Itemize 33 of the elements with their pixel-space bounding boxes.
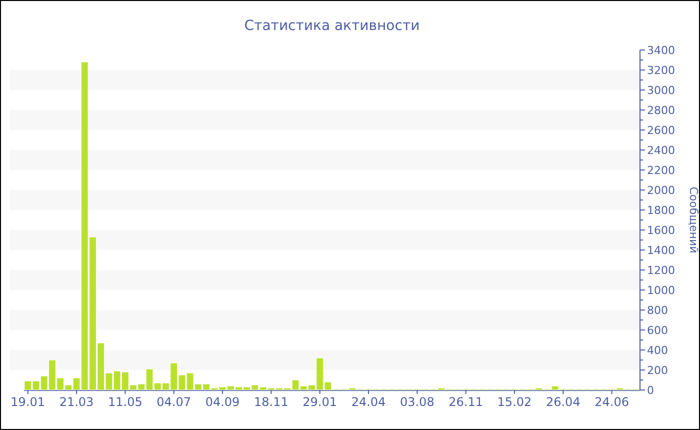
y-tick-label: 1600: [647, 224, 675, 237]
x-tick-label: 15.02: [497, 395, 532, 409]
y-tick-label: 200: [647, 364, 668, 377]
chart-title: Статистика активности: [244, 18, 420, 34]
x-tick-label: 24.04: [351, 395, 386, 409]
x-tick-label: 26.04: [546, 395, 580, 409]
x-tick-label: 11.05: [108, 395, 142, 409]
y-axis-title: Сообщений: [687, 186, 700, 254]
x-tick-label: 26.11: [448, 395, 484, 409]
y-tick-label: 2400: [647, 144, 675, 157]
x-tick-label: 21.03: [59, 395, 94, 409]
x-tick-label: 04.09: [205, 395, 240, 409]
y-tick-label: 1000: [647, 284, 675, 297]
y-tick-label: 1800: [647, 204, 675, 217]
x-tick-label: 18.11: [254, 395, 288, 409]
x-tick-label: 03.08: [400, 395, 434, 409]
x-tick-label: 29.01: [302, 395, 338, 409]
y-tick-label: 2200: [647, 164, 675, 177]
x-tick-label: 24.06: [594, 395, 629, 409]
y-tick-label: 400: [647, 344, 668, 357]
x-tick-label: 04.07: [156, 395, 192, 409]
y-tick-label: 600: [647, 324, 668, 337]
y-tick-label: 2600: [647, 124, 675, 137]
y-tick-label: 1200: [647, 264, 675, 277]
y-tick-label: 800: [647, 304, 668, 317]
y-tick-label: 3000: [647, 84, 675, 97]
x-tick-label: 19.01: [10, 395, 46, 409]
y-tick-label: 0: [647, 384, 654, 397]
y-tick-label: 2000: [647, 184, 675, 197]
y-tick-label: 1400: [647, 244, 675, 257]
y-tick-label: 2800: [647, 104, 675, 117]
y-tick-label: 3400: [647, 44, 675, 57]
y-tick-label: 3200: [647, 64, 675, 77]
